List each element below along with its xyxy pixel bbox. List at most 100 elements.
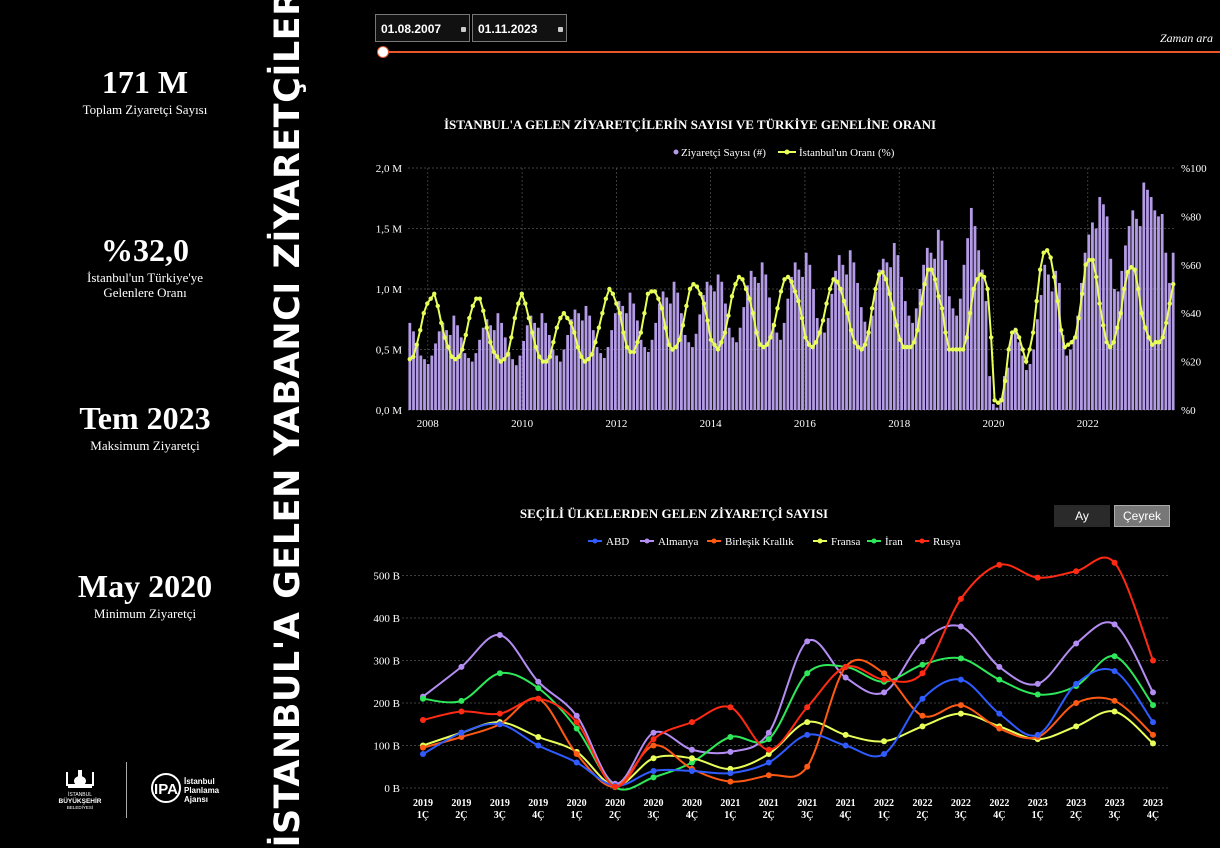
ratio-point <box>1143 325 1148 330</box>
ratio-point <box>974 277 980 282</box>
country-point <box>458 729 465 736</box>
ratio-point <box>565 315 570 321</box>
chart-title: İSTANBUL'A GELEN ZİYARETÇİLERİN SAYISI V… <box>444 117 936 132</box>
ratio-point <box>1027 347 1032 352</box>
visitor-bar <box>580 320 584 410</box>
visitor-bar <box>1058 282 1061 410</box>
ratio-point <box>1122 286 1127 292</box>
visitor-bar <box>1010 334 1014 410</box>
legend-swatch-dot <box>711 538 717 544</box>
country-point <box>688 746 695 753</box>
visitor-bar <box>977 250 981 410</box>
country-point <box>765 772 772 779</box>
chart-title: SEÇİLİ ÜLKELERDEN GELEN ZİYARETÇİ SAYISI <box>520 506 828 521</box>
ratio-point <box>740 277 745 282</box>
ratio-point <box>467 315 472 321</box>
visitor-bar <box>815 318 819 410</box>
visitor-bar <box>907 315 911 410</box>
visitor-bar <box>1113 289 1116 410</box>
time-range-slider-track[interactable] <box>383 51 1220 53</box>
ratio-point <box>876 272 882 277</box>
month-button[interactable]: Ay <box>1054 505 1110 527</box>
x-tick-label: 2022 <box>951 798 971 809</box>
visitor-bar <box>507 351 511 410</box>
ratio-point <box>621 330 626 335</box>
ipa-logo: IPA İstanbul Planlama Ajansı <box>151 773 220 804</box>
x-tick-label: 3Ç <box>801 810 813 821</box>
visitor-bar <box>1006 367 1010 410</box>
end-date-input[interactable]: 01.11.2023 <box>472 14 567 42</box>
time-range-label: Zaman ara <box>1160 31 1214 45</box>
ratio-point <box>915 327 920 333</box>
visitor-bar <box>720 281 724 410</box>
ratio-point <box>1006 347 1011 352</box>
ratio-point <box>873 286 878 292</box>
visitor-bar <box>863 321 867 410</box>
ratio-point <box>586 356 591 362</box>
ratio-point <box>722 330 728 335</box>
country-point <box>919 712 926 719</box>
ratio-point <box>1030 330 1036 335</box>
visitor-bar <box>878 269 881 410</box>
ratio-point <box>743 286 749 292</box>
kpi-value: May 2020 <box>77 568 213 604</box>
visitor-bar <box>1116 291 1120 410</box>
time-range-slider-handle[interactable] <box>377 46 389 58</box>
visitor-bar <box>474 353 478 410</box>
visitor-bar <box>456 325 459 410</box>
ibb-emblem-minaret-icon <box>66 772 68 786</box>
visitor-bar <box>569 319 573 410</box>
ratio-point <box>670 347 675 352</box>
country-line <box>422 658 1154 788</box>
visitor-bar <box>790 276 793 410</box>
y-left-tick-label: 0,5 M <box>376 345 403 357</box>
start-date-input[interactable]: 01.08.2007 <box>375 14 470 42</box>
ibb-logo: İSTANBUL BÜYÜKŞEHİR BELEDİYESİ <box>59 770 102 810</box>
ratio-point <box>1023 359 1029 364</box>
visitor-bar <box>922 264 926 410</box>
visitor-bar <box>885 262 889 410</box>
ratio-point <box>558 315 563 321</box>
y-tick-label: 400 B <box>373 613 400 625</box>
quarter-button[interactable]: Çeyrek <box>1114 505 1170 527</box>
ratio-point <box>425 301 430 306</box>
x-tick-label: 2Ç <box>609 810 621 821</box>
ratio-point <box>540 359 546 364</box>
visitor-bar <box>1109 258 1113 410</box>
ratio-point <box>897 337 903 343</box>
visitor-bar <box>434 343 437 410</box>
calendar-icon[interactable] <box>461 27 466 32</box>
calendar-icon[interactable] <box>558 27 563 32</box>
x-tick-label: 1Ç <box>1032 810 1044 821</box>
ratio-point <box>470 303 475 309</box>
country-point <box>881 689 888 696</box>
visitor-bar <box>492 330 496 410</box>
ibb-text: BELEDİYESİ <box>67 804 93 810</box>
country-point <box>496 670 503 677</box>
country-point <box>1150 657 1156 664</box>
ratio-point <box>512 315 518 321</box>
visitor-bar <box>1135 218 1138 410</box>
visitor-bar <box>584 305 588 410</box>
ratio-point <box>537 354 542 359</box>
x-tick-label: 2020 <box>983 418 1006 430</box>
visitor-bar <box>951 308 955 410</box>
ratio-point <box>1167 301 1172 306</box>
y-left-tick-label: 1,0 M <box>376 284 403 296</box>
kpi-label: Maksimum Ziyaretçi <box>90 438 200 453</box>
x-tick-label: 2Ç <box>455 810 467 821</box>
ratio-point <box>775 306 780 311</box>
ratio-point <box>526 315 532 321</box>
ratio-point <box>939 306 945 311</box>
ratio-point <box>904 344 910 350</box>
x-tick-label: 3Ç <box>955 810 967 821</box>
ratio-point <box>1041 250 1046 255</box>
ratio-point <box>610 291 616 297</box>
visitor-bar <box>903 301 907 410</box>
x-tick-label: 2019 <box>413 798 433 809</box>
ratio-point <box>488 340 493 345</box>
country-point <box>535 678 542 685</box>
visitor-bar <box>709 285 713 410</box>
ratio-point <box>799 315 805 321</box>
ratio-point <box>883 277 889 282</box>
